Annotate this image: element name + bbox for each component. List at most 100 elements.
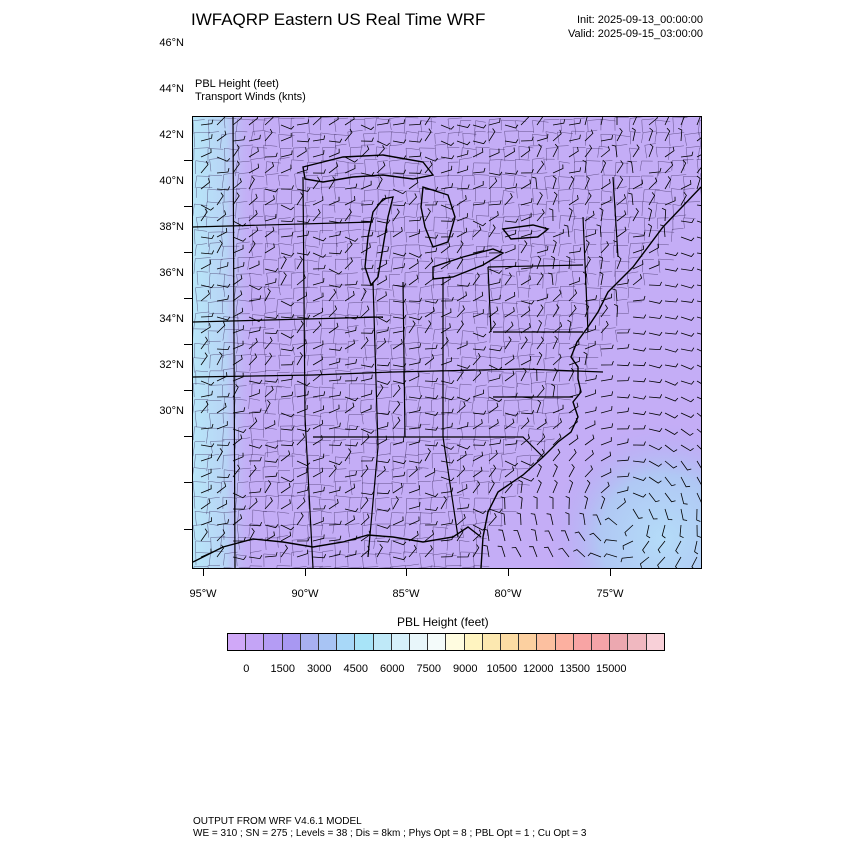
county-line bbox=[599, 260, 610, 277]
county-line bbox=[193, 566, 208, 568]
county-line bbox=[489, 159, 503, 172]
county-line bbox=[557, 131, 573, 144]
wind-barb bbox=[360, 231, 374, 238]
wind-barb bbox=[536, 336, 544, 350]
wind-barb bbox=[488, 419, 499, 430]
county-line bbox=[572, 175, 585, 189]
wind-barb bbox=[552, 129, 562, 142]
wind-barb bbox=[584, 256, 591, 270]
wind-barb bbox=[600, 117, 604, 126]
wind-barb bbox=[440, 357, 452, 366]
wind-barb bbox=[632, 492, 647, 498]
county-line bbox=[208, 131, 219, 149]
county-line bbox=[585, 243, 597, 256]
county-line bbox=[238, 567, 250, 568]
county-line bbox=[573, 117, 586, 135]
county-line bbox=[447, 272, 463, 286]
wind-barb bbox=[616, 498, 626, 510]
wind-barb bbox=[376, 489, 391, 495]
county-line bbox=[362, 512, 375, 526]
wind-barb bbox=[504, 418, 515, 430]
county-line bbox=[459, 551, 476, 567]
county-line bbox=[237, 228, 250, 240]
wind-barb bbox=[568, 195, 579, 206]
wind-barb bbox=[520, 300, 535, 305]
county-line bbox=[474, 521, 491, 535]
wind-barb bbox=[456, 150, 469, 158]
county-line bbox=[558, 243, 572, 257]
colorbar-swatch bbox=[537, 634, 556, 650]
wind-barb bbox=[587, 552, 602, 558]
county-line bbox=[305, 369, 320, 385]
wind-barb bbox=[536, 209, 545, 222]
county-line bbox=[377, 189, 391, 206]
county-line bbox=[418, 440, 431, 456]
county-line bbox=[431, 398, 443, 412]
county-line bbox=[266, 440, 283, 458]
county-line bbox=[277, 330, 293, 342]
county-line bbox=[208, 510, 224, 523]
county-line bbox=[516, 299, 529, 314]
county-line bbox=[460, 454, 474, 470]
wind-barb bbox=[456, 396, 471, 402]
wind-barb bbox=[568, 147, 579, 158]
county-line bbox=[237, 537, 251, 550]
wind-barb bbox=[312, 321, 322, 334]
county-line bbox=[389, 442, 403, 456]
wind-barb bbox=[360, 180, 372, 190]
wind-barb bbox=[344, 442, 359, 447]
wind-barb bbox=[200, 234, 215, 240]
wind-barb bbox=[328, 486, 341, 494]
county-line bbox=[292, 424, 305, 442]
wind-barb bbox=[552, 404, 564, 414]
wind-barb bbox=[296, 468, 308, 478]
wind-barb bbox=[456, 553, 470, 558]
wind-barb bbox=[616, 176, 624, 190]
county-line bbox=[458, 300, 471, 312]
county-line bbox=[279, 552, 291, 563]
wind-barb bbox=[248, 193, 258, 206]
county-line bbox=[654, 132, 668, 143]
wind-barb bbox=[344, 470, 357, 478]
wind-barb bbox=[472, 140, 487, 145]
wind-barb bbox=[648, 299, 663, 304]
county-line bbox=[349, 452, 363, 465]
county-line bbox=[431, 201, 448, 213]
wind-barb bbox=[504, 336, 512, 350]
great-lakes-superior bbox=[302, 154, 435, 183]
wind-barb bbox=[592, 514, 602, 526]
county-line bbox=[236, 342, 254, 354]
wind-barb bbox=[360, 513, 370, 526]
wind-barb bbox=[248, 326, 261, 334]
wind-barb bbox=[694, 540, 699, 555]
wind-barb bbox=[472, 441, 486, 446]
county-line bbox=[250, 428, 264, 444]
wind-barb bbox=[312, 517, 324, 526]
wind-barb bbox=[360, 329, 374, 334]
wind-barb bbox=[558, 547, 570, 558]
wind-barb bbox=[440, 476, 455, 482]
wind-barb bbox=[360, 336, 369, 350]
wind-barb bbox=[232, 160, 240, 174]
wind-barb bbox=[520, 275, 531, 286]
wind-barb bbox=[296, 251, 311, 256]
county-line bbox=[264, 370, 280, 386]
wind-barb bbox=[216, 402, 227, 414]
county-line bbox=[206, 497, 220, 515]
lon-tick bbox=[203, 569, 204, 576]
wind-barb bbox=[216, 168, 230, 174]
county-line bbox=[406, 190, 420, 203]
wind-barb bbox=[264, 552, 278, 558]
wind-barb bbox=[376, 176, 383, 190]
wind-barb bbox=[360, 456, 374, 462]
lon-label: 95°W bbox=[189, 588, 217, 600]
county-line bbox=[196, 271, 208, 286]
county-line bbox=[223, 285, 237, 297]
wind-barb bbox=[589, 532, 602, 542]
county-line bbox=[543, 232, 556, 248]
wind-barb bbox=[456, 320, 464, 334]
county-line bbox=[445, 494, 462, 510]
county-line bbox=[195, 552, 212, 566]
wind-barb bbox=[599, 207, 604, 222]
colorbar-swatch bbox=[319, 634, 338, 650]
